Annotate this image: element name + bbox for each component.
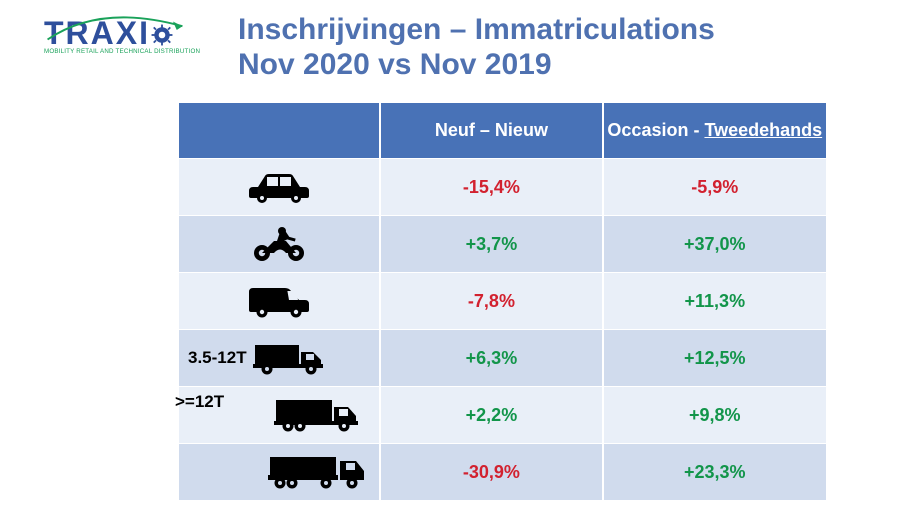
cell-neuf: -15,4% [381, 159, 601, 215]
cell-neuf: +3,7% [381, 216, 601, 272]
cell-icon [179, 216, 379, 272]
logo-brand: TRAXI [44, 17, 214, 49]
table-header-row: Neuf – Nieuw Occasion - Tweedehands [179, 103, 826, 158]
motorcycle-icon [250, 226, 308, 262]
cell-occasion: +9,8% [604, 387, 826, 443]
slide-canvas: TRAXI MOBILITY RETAIL AND TECHNICAL DIST… [0, 0, 900, 507]
logo: TRAXI MOBILITY RETAIL AND TECHNICAL DIST… [44, 17, 214, 79]
truck-small-icon [253, 340, 331, 376]
col-header-occasion-underlined: Tweedehands [704, 120, 822, 140]
data-table-wrap: >=12T Neuf – Nieuw Occasion - Tweedehand… [177, 102, 828, 501]
table-row: +3,7% +37,0% [179, 216, 826, 272]
data-table: Neuf – Nieuw Occasion - Tweedehands [177, 102, 828, 501]
cell-icon [179, 444, 379, 500]
title-line2: Nov 2020 vs Nov 2019 [238, 47, 715, 82]
semi-truck-icon [268, 453, 370, 491]
cell-neuf: +2,2% [381, 387, 601, 443]
col-header-icon [179, 103, 379, 158]
logo-tagline: MOBILITY RETAIL AND TECHNICAL DISTRIBUTI… [44, 48, 214, 55]
table-row: -15,4% -5,9% [179, 159, 826, 215]
logo-brand-text: TRAXI [44, 15, 150, 51]
car-icon [245, 170, 313, 204]
cell-neuf: +6,3% [381, 330, 601, 386]
gear-icon [151, 24, 173, 46]
cell-occasion: +23,3% [604, 444, 826, 500]
cell-occasion: -5,9% [604, 159, 826, 215]
van-icon [245, 283, 313, 319]
col-header-occasion-plain: Occasion - [607, 120, 704, 140]
cell-icon [179, 159, 379, 215]
cell-neuf: -30,9% [381, 444, 601, 500]
col-header-occasion: Occasion - Tweedehands [604, 103, 826, 158]
table-row: -7,8% +11,3% [179, 273, 826, 329]
cell-icon: 3.5-12T [179, 330, 379, 386]
col-header-neuf: Neuf – Nieuw [381, 103, 601, 158]
truck-large-icon [274, 396, 364, 434]
table-row: +2,2% +9,8% [179, 387, 826, 443]
page-title: Inschrijvingen – Immatriculations Nov 20… [238, 12, 715, 83]
table-row: 3.5-12T [179, 330, 826, 386]
row-label: 3.5-12T [188, 348, 247, 368]
title-line1: Inschrijvingen – Immatriculations [238, 12, 715, 47]
cell-occasion: +37,0% [604, 216, 826, 272]
table-row: -30,9% +23,3% [179, 444, 826, 500]
cell-neuf: -7,8% [381, 273, 601, 329]
cell-occasion: +12,5% [604, 330, 826, 386]
row-span-label: >=12T [175, 392, 224, 412]
cell-icon [179, 273, 379, 329]
cell-occasion: +11,3% [604, 273, 826, 329]
